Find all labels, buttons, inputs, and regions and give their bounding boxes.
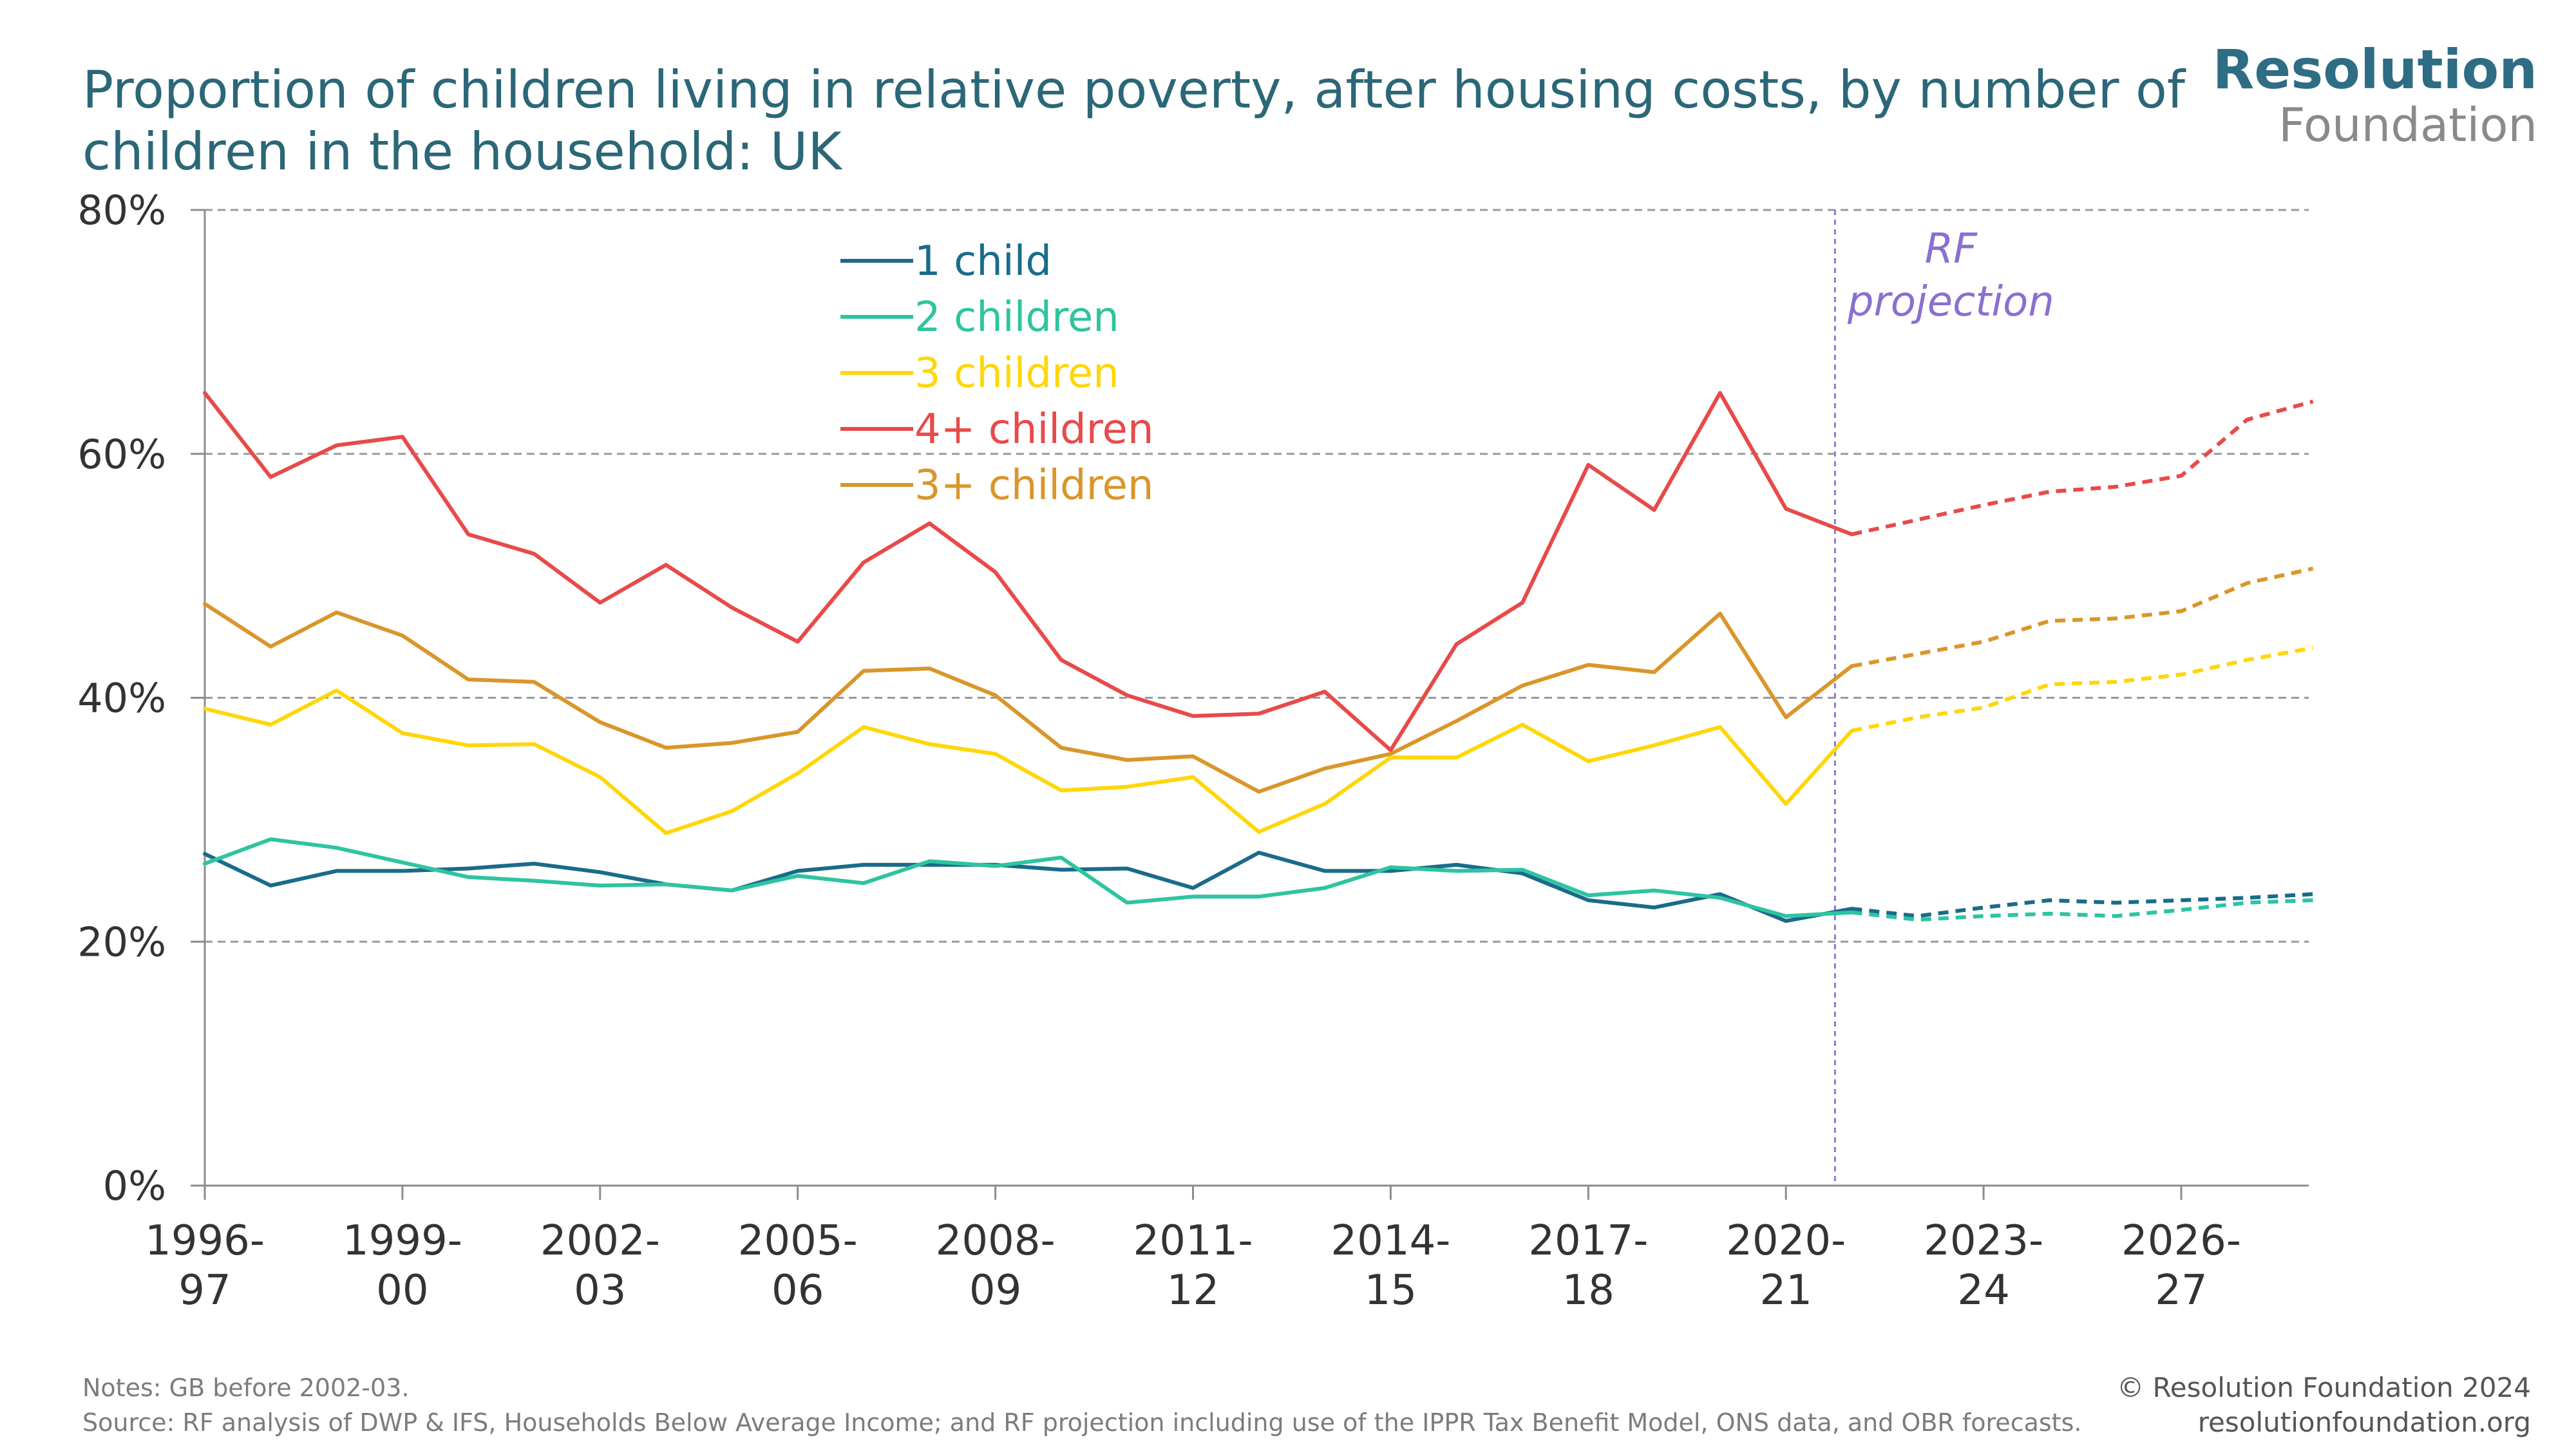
notes-text: Notes: GB before 2002-03. xyxy=(82,1374,410,1402)
chart-title: Proportion of children living in relativ… xyxy=(82,60,2186,182)
series-line xyxy=(203,851,1854,923)
series-projection-line xyxy=(1852,892,2313,918)
y-axis-ticks: 0% 20% 40% 60% 80% xyxy=(77,187,166,1209)
notes-block: Notes: GB before 2002-03. Source: RF ana… xyxy=(82,1370,2081,1440)
x-axis-ticks: 1996-97 1999-00 2002-03 2005-06 2008-09 2011-… xyxy=(145,1217,2241,1314)
series-line xyxy=(203,391,1854,752)
series-lines xyxy=(203,391,2314,923)
series-projection-line xyxy=(1851,645,2314,733)
x-tick-label: 18 xyxy=(1562,1267,1615,1314)
x-tick-label: 2005- xyxy=(738,1217,858,1265)
series-projection-line xyxy=(1852,898,2313,922)
projection-marker: RF projection xyxy=(1833,210,2054,1186)
x-tick-label: 12 xyxy=(1167,1267,1219,1314)
x-tick-label: 2011- xyxy=(1133,1217,1253,1265)
y-tick-label: 80% xyxy=(77,187,166,234)
legend-label: 3+ children xyxy=(914,462,1153,509)
series-line xyxy=(203,688,1854,835)
x-tick-label: 2002- xyxy=(540,1217,660,1265)
credit-block: © Resolution Foundation 2024 resolutionf… xyxy=(2117,1370,2531,1440)
y-tick-label: 0% xyxy=(103,1162,166,1209)
legend-label: 3 children xyxy=(914,350,1119,397)
axes xyxy=(191,209,2309,1200)
grid-lines xyxy=(205,209,2309,943)
x-tick-label: 2023- xyxy=(1924,1217,2043,1265)
legend-label: 2 children xyxy=(914,294,1119,341)
x-tick-label: 06 xyxy=(772,1267,824,1314)
x-tick-label: 2014- xyxy=(1331,1217,1450,1265)
y-tick-label: 40% xyxy=(77,675,166,722)
x-tick-label: 15 xyxy=(1365,1267,1417,1314)
resolution-foundation-logo: Resolution Foundation xyxy=(2213,40,2537,151)
x-tick-label: 2017- xyxy=(1528,1217,1648,1265)
x-tick-label: 2008- xyxy=(936,1217,1056,1265)
series-projection-line xyxy=(1851,399,2314,536)
source-text: Source: RF analysis of DWP & IFS, Househ… xyxy=(82,1408,2082,1437)
website-link[interactable]: resolutionfoundation.org xyxy=(2197,1406,2531,1438)
y-tick-label: 60% xyxy=(77,431,166,478)
legend-label: 1 child xyxy=(914,238,1052,285)
series-line xyxy=(203,837,1854,918)
x-tick-label: 97 xyxy=(178,1267,231,1314)
series-projection-line xyxy=(1851,566,2314,668)
x-tick-label: 2020- xyxy=(1726,1217,1846,1265)
x-tick-label: 00 xyxy=(376,1267,428,1314)
legend: 1 child 2 children 3 children 4+ children 3+… xyxy=(840,238,1153,509)
x-tick-label: 1999- xyxy=(343,1217,462,1265)
copyright-text: © Resolution Foundation 2024 xyxy=(2117,1372,2531,1403)
logo-line-2: Foundation xyxy=(2278,98,2537,152)
legend-label: 4+ children xyxy=(914,406,1153,453)
logo-line-1: Resolution xyxy=(2212,38,2537,101)
x-tick-label: 21 xyxy=(1759,1267,1812,1314)
x-tick-label: 24 xyxy=(1957,1267,2009,1314)
x-tick-label: 09 xyxy=(969,1267,1021,1314)
projection-label: projection xyxy=(1847,278,2054,326)
series-line xyxy=(203,601,1854,794)
x-tick-label: 03 xyxy=(574,1267,626,1314)
projection-label: RF xyxy=(1925,225,1978,273)
x-tick-label: 2026- xyxy=(2121,1217,2241,1265)
x-tick-label: 1996- xyxy=(145,1217,265,1265)
y-tick-label: 20% xyxy=(77,918,166,965)
x-tick-label: 27 xyxy=(2155,1267,2207,1314)
